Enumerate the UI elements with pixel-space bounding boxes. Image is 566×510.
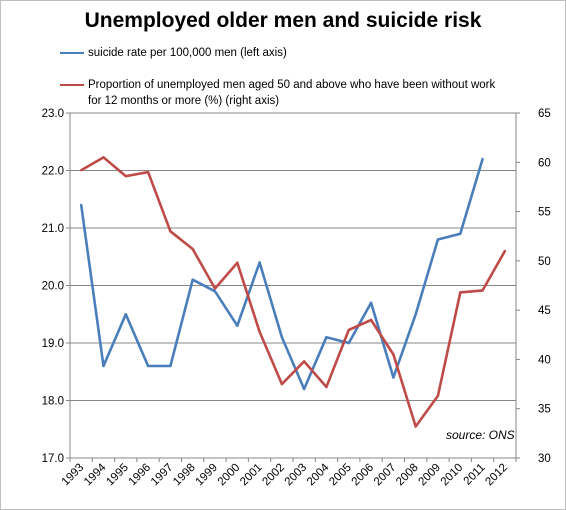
x-tick-label: 2012 <box>483 462 510 489</box>
x-tick-label: 1995 <box>104 462 131 489</box>
data-point <box>481 289 484 292</box>
data-point <box>347 341 350 345</box>
data-point <box>436 394 440 398</box>
x-tick-label: 2010 <box>439 462 466 489</box>
x-tick-label: 1993 <box>60 462 87 489</box>
data-point <box>146 170 150 174</box>
y-right-tick-label: 60 <box>538 157 551 169</box>
x-tick-label: 2006 <box>350 462 377 489</box>
data-point <box>392 376 395 379</box>
x-tick-label: 2005 <box>327 462 354 489</box>
data-point <box>258 261 261 264</box>
legend-swatch-unemployed-proportion <box>60 84 84 86</box>
legend-swatch-suicide-rate <box>60 52 84 54</box>
x-tick-label: 1999 <box>193 462 220 489</box>
data-point <box>280 382 284 386</box>
data-point <box>169 364 172 368</box>
y-left-tick-label: 22.0 <box>42 166 64 178</box>
data-point <box>236 324 239 327</box>
legend-item-suicide-rate: suicide rate per 100,000 men (left axis) <box>60 45 287 61</box>
data-point <box>79 203 83 207</box>
data-point <box>459 232 462 235</box>
data-point <box>436 238 440 241</box>
data-point <box>347 328 350 332</box>
data-point <box>169 230 172 233</box>
data-point <box>79 168 83 172</box>
y-left-tick-label: 18.0 <box>42 396 64 408</box>
legend-item-unemployed-proportion: Proportion of unemployed men aged 50 and… <box>60 77 508 109</box>
y-right-tick-label: 40 <box>538 354 551 366</box>
x-tick-label: 1997 <box>149 462 176 489</box>
x-tick-label: 1996 <box>127 462 154 489</box>
data-point <box>213 290 217 293</box>
y-right-tick-label: 35 <box>538 404 551 416</box>
data-point <box>258 330 261 334</box>
data-point <box>102 364 105 368</box>
x-tick-label: 1994 <box>82 461 109 488</box>
data-point <box>213 287 217 290</box>
x-tick-label: 2007 <box>372 462 399 489</box>
source-note: source: ONS <box>446 428 515 442</box>
x-tick-label: 2002 <box>260 462 287 489</box>
y-right-tick-label: 30 <box>538 453 551 465</box>
x-tick-label: 2009 <box>416 462 443 489</box>
series-line-unemployed-proportion <box>80 156 507 428</box>
legend-label-suicide-rate: suicide rate per 100,000 men (left axis) <box>88 47 287 59</box>
chart-title: Unemployed older men and suicide risk <box>84 9 482 32</box>
data-point <box>325 336 328 339</box>
data-point <box>369 318 373 322</box>
y-left-tick-label: 19.0 <box>42 338 64 350</box>
series-line-suicide-rate <box>79 158 484 391</box>
data-point <box>102 156 105 159</box>
data-point <box>459 291 462 294</box>
y-right-tick-label: 55 <box>538 207 551 219</box>
x-tick-label: 1998 <box>171 462 198 489</box>
x-tick-label: 2004 <box>305 461 332 488</box>
x-tick-label: 2000 <box>216 462 243 489</box>
data-point <box>414 313 417 316</box>
data-point <box>191 278 194 281</box>
y-left-tick-label: 20.0 <box>42 281 64 293</box>
y-left-tick-label: 17.0 <box>42 453 64 465</box>
data-point <box>302 387 306 391</box>
x-tick-label: 2011 <box>462 462 488 488</box>
y-right-tick-label: 50 <box>538 256 551 268</box>
x-tick-label: 2003 <box>283 462 310 489</box>
x-tick-label: 2008 <box>394 462 421 489</box>
data-point <box>414 425 417 428</box>
y-left-tick-label: 23.0 <box>42 108 64 120</box>
data-point <box>503 249 507 253</box>
data-point <box>236 261 239 265</box>
data-point <box>325 385 328 389</box>
y-right-tick-label: 45 <box>538 305 551 317</box>
y-right-tick-label: 65 <box>538 108 551 120</box>
data-point <box>146 364 150 368</box>
x-tick-label: 2001 <box>238 462 265 489</box>
data-point <box>481 157 484 161</box>
y-left-tick-label: 21.0 <box>42 223 64 235</box>
data-point <box>124 313 127 316</box>
data-point <box>124 174 127 178</box>
legend-label-unemployed-proportion: Proportion of unemployed men aged 50 and… <box>88 79 496 107</box>
data-point <box>369 301 373 304</box>
data-point <box>191 247 194 251</box>
data-point <box>302 360 306 363</box>
data-point <box>280 336 284 339</box>
data-point <box>392 353 395 356</box>
